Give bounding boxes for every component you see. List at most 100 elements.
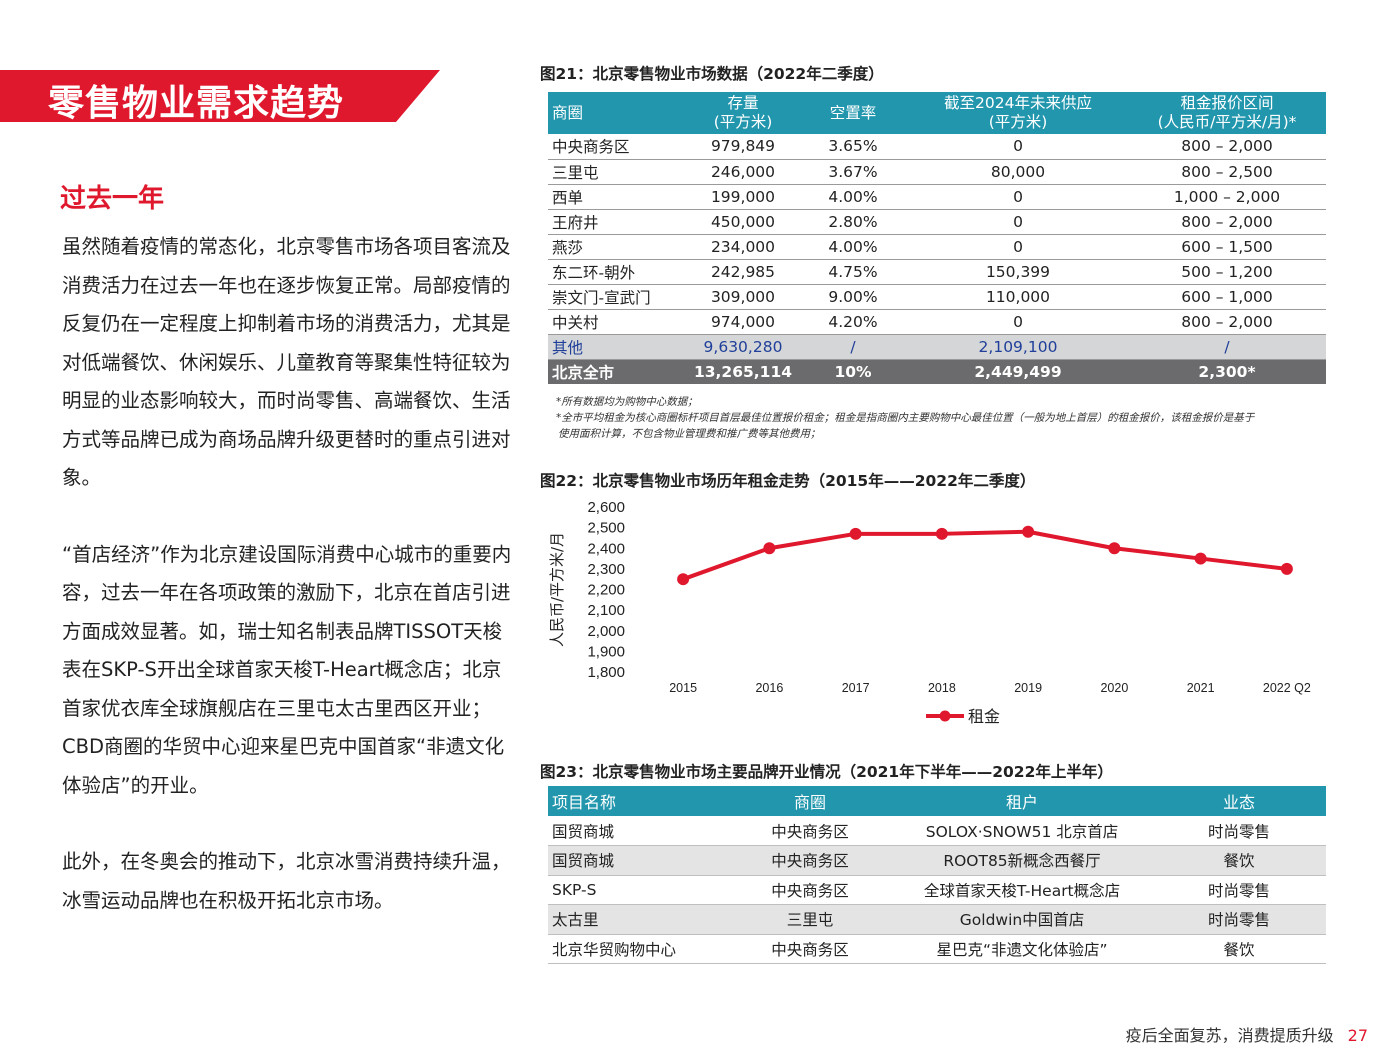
table-cell: 80,000 [908, 159, 1128, 185]
table-row: 其他 9,630,280/2,109,100/ [548, 334, 1326, 360]
table-row: 三里屯 246,000 3.67% 80,000 800 – 2,500 [548, 159, 1326, 185]
legend-marker [939, 710, 951, 722]
fig23-title: 图23：北京零售物业市场主要品牌开业情况（2021年下半年——2022年上半年） [540, 763, 1113, 781]
x-tick-label: 2016 [755, 681, 783, 695]
data-point [1022, 525, 1035, 538]
table-cell: 太古里 [548, 904, 728, 935]
column-header: 空置率 [798, 92, 908, 134]
table-cell: SOLOX·SNOW51 北京首店 [892, 816, 1152, 846]
fig21-notes: *所有数据均为购物中心数据； *全市平均租金为核心商圈标杆项目首层最佳位置报价租… [556, 394, 1356, 442]
rent-line-chart: 1,800 1,900 2,000 2,100 2,200 2,300 2,400 2,500… [548, 499, 1311, 726]
column-header-line: (人民币/平方米/月)* [1157, 113, 1297, 131]
table-cell: 800 – 2,500 [1128, 159, 1326, 185]
table-cell: 国贸商城 [548, 816, 728, 846]
column-header: 截至2024年未来供应 (平方米) [908, 92, 1128, 134]
table-cell: 13,265,114 [688, 359, 798, 384]
table-cell: 0 [908, 234, 1128, 260]
data-point [677, 573, 690, 586]
x-tick-label: 2022 Q2 [1263, 681, 1311, 695]
table-row: 燕莎 234,000 4.00% 0 600 – 1,500 [548, 234, 1326, 260]
table-row: 东二环-朝外 242,985 4.75% 150,399 500 – 1,200 [548, 259, 1326, 285]
table-cell: 800 – 2,000 [1128, 309, 1326, 335]
table-cell: 2,449,499 [908, 359, 1128, 384]
table-cell: 9,630,280 [688, 334, 798, 360]
legend-label: 租金 [968, 707, 1000, 726]
table-row: 北京华贸购物中心 中央商务区 星巴克“非遗文化体验店” 餐饮 [548, 934, 1326, 964]
fig21-table: 商圈 存量 (平方米) 空置率 截至2024年未来供应 (平方米) 租金报价区间 (人… [548, 92, 1326, 384]
data-point [1280, 562, 1293, 575]
table-row: 王府井 450,000 2.80% 0 800 – 2,000 [548, 209, 1326, 235]
table-cell: 600 – 1,500 [1128, 234, 1326, 260]
y-tick-label: 2,000 [587, 623, 625, 640]
data-point [1194, 552, 1207, 565]
table-cell: 王府井 [548, 209, 688, 235]
column-header: 存量 (平方米) [688, 92, 798, 134]
table-cell: 崇文门-宣武门 [548, 284, 688, 310]
column-header-line: 截至2024年未来供应 [944, 94, 1092, 112]
body-text: 虽然随着疫情的常态化，北京零售市场各项目客流及消费活力在过去一年也在逐步恢复正常… [62, 228, 520, 958]
table-cell: 中央商务区 [728, 875, 892, 905]
table-cell: 246,000 [688, 159, 798, 185]
table-cell: 0 [908, 184, 1128, 210]
table-cell: 110,000 [908, 284, 1128, 310]
table-cell: 三里屯 [728, 904, 892, 935]
table-header-row: 商圈 存量 (平方米) 空置率 截至2024年未来供应 (平方米) 租金报价区间 (人… [548, 92, 1326, 134]
table-cell: 三里屯 [548, 159, 688, 185]
y-tick-label: 2,600 [587, 499, 625, 516]
table-cell: 242,985 [688, 259, 798, 285]
table-row: 中央商务区 979,849 3.65% 0 800 – 2,000 [548, 134, 1326, 160]
table-cell: 北京全市 [548, 359, 688, 384]
table-row: 太古里 三里屯 Goldwin中国首店 时尚零售 [548, 904, 1326, 935]
table-cell: 2,300* [1128, 359, 1326, 384]
y-tick-label: 2,400 [587, 540, 625, 557]
table-cell: 150,399 [908, 259, 1128, 285]
table-cell: 其他 [548, 334, 688, 360]
table-cell: 北京华贸购物中心 [548, 934, 728, 964]
x-tick-label: 2015 [669, 681, 697, 695]
table-cell: 中央商务区 [728, 845, 892, 876]
table-cell: 800 – 2,000 [1128, 209, 1326, 235]
table-cell: 4.75% [798, 259, 908, 285]
table-cell: SKP-S [548, 875, 728, 905]
y-axis-label: 人民币/平方米/月 [548, 532, 566, 647]
table-row: 国贸商城 中央商务区 SOLOX·SNOW51 北京首店 时尚零售 [548, 816, 1326, 846]
y-tick-label: 2,200 [587, 582, 625, 599]
note-line: *全市平均租金为核心商圈标杆项目首层最佳位置报价租金；租金是指商圈内主要购物中心… [556, 412, 1255, 424]
data-point [763, 542, 776, 555]
note-line: 使用面积计算，不包含物业管理费和推广费等其他费用； [558, 428, 821, 440]
data-point [1108, 542, 1121, 555]
table-cell: 800 – 2,000 [1128, 134, 1326, 160]
table-cell: 2,109,100 [908, 334, 1128, 360]
table-cell: 974,000 [688, 309, 798, 335]
table-cell: 时尚零售 [1152, 904, 1326, 935]
table-cell: 中央商务区 [728, 934, 892, 964]
table-cell: ROOT85新概念西餐厅 [892, 845, 1152, 876]
table-cell: 199,000 [688, 184, 798, 210]
x-tick-label: 2019 [1014, 681, 1042, 695]
table-cell: 0 [908, 134, 1128, 160]
table-cell: 燕莎 [548, 234, 688, 260]
table-header-row: 项目名称 商圈 租户 业态 [548, 786, 1326, 816]
column-header: 商圈 [548, 92, 688, 134]
table-cell: 3.67% [798, 159, 908, 185]
fig21-title: 图21：北京零售物业市场数据（2022年二季度） [540, 65, 884, 83]
y-tick-label: 2,300 [587, 561, 625, 578]
table-cell: 4.00% [798, 184, 908, 210]
table-row: 中关村 974,000 4.20% 0 800 – 2,000 [548, 309, 1326, 335]
column-header-line: 存量 [727, 94, 759, 112]
x-tick-label: 2017 [842, 681, 870, 695]
table-row: 西单 199,000 4.00% 0 1,000 – 2,000 [548, 184, 1326, 210]
table-row: 北京全市 13,265,114 10% 2,449,499 2,300* [548, 359, 1326, 384]
column-header: 项目名称 [548, 786, 728, 816]
column-header: 租户 [892, 786, 1152, 816]
table-cell: 国贸商城 [548, 845, 728, 876]
table-cell: 中关村 [548, 309, 688, 335]
fig23-table: 项目名称 商圈 租户 业态 国贸商城 中央商务区 SOLOX·SNOW51 北京首店… [548, 786, 1326, 964]
banner-shape [0, 70, 440, 122]
section-heading: 过去一年 [60, 184, 165, 214]
table-cell: 600 – 1,000 [1128, 284, 1326, 310]
table-cell: 中央商务区 [728, 816, 892, 846]
table-cell: 0 [908, 309, 1128, 335]
column-header: 商圈 [728, 786, 892, 816]
table-cell: 餐饮 [1152, 845, 1326, 876]
